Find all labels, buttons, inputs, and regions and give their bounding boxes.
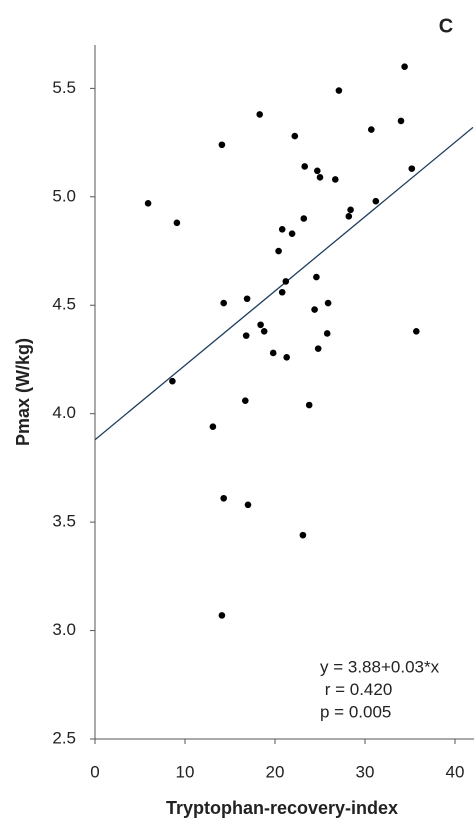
point [173,219,181,227]
point [260,327,268,335]
point [243,295,251,303]
point [413,327,420,335]
point [408,165,416,172]
point [256,111,264,118]
point [345,213,353,220]
point [314,345,322,352]
panel-label: C [439,15,453,37]
point [397,117,405,125]
point [282,278,290,285]
point [347,206,354,214]
point [401,63,408,70]
point [314,167,321,175]
point [242,332,250,339]
point [316,173,324,181]
x-axis-label: Tryptophan-recovery-index [166,798,398,818]
point [288,230,296,237]
point [278,288,286,296]
point [368,126,375,133]
y-axis-label: Pmax (W/kg) [13,338,33,446]
y-tick-label: 4.0 [52,403,76,422]
point [324,299,332,307]
annotation: y = 3.88+0.03*x [320,657,440,676]
point [299,531,307,539]
point [283,354,291,361]
point [278,226,286,233]
point [218,141,226,149]
point [257,321,264,329]
point [144,200,152,207]
point [209,423,217,431]
point [335,87,343,94]
point [332,176,339,183]
point [169,377,176,385]
point [242,397,249,404]
point [220,299,227,307]
y-tick-label: 4.5 [52,295,76,314]
point [323,330,331,337]
point [269,349,277,357]
point [313,273,320,281]
point [301,163,309,170]
point [305,401,313,409]
y-tick-label: 3.0 [52,620,76,639]
point [218,612,226,619]
y-tick-label: 5.0 [52,186,76,205]
x-tick-label: 30 [356,762,375,781]
x-tick-label: 40 [446,762,465,781]
point [275,247,282,255]
x-tick-label: 20 [266,762,285,781]
point [311,306,318,313]
point [372,197,380,205]
y-tick-label: 2.5 [52,728,76,747]
point [244,501,252,509]
y-tick-label: 5.5 [52,78,76,97]
point [291,132,299,140]
y-tick-label: 3.5 [52,512,76,531]
point [220,494,227,502]
x-tick-label: 0 [90,762,99,781]
annotation: p = 0.005 [320,702,391,721]
point [300,215,308,222]
annotation: r = 0.420 [320,680,392,699]
x-tick-label: 10 [176,762,195,781]
